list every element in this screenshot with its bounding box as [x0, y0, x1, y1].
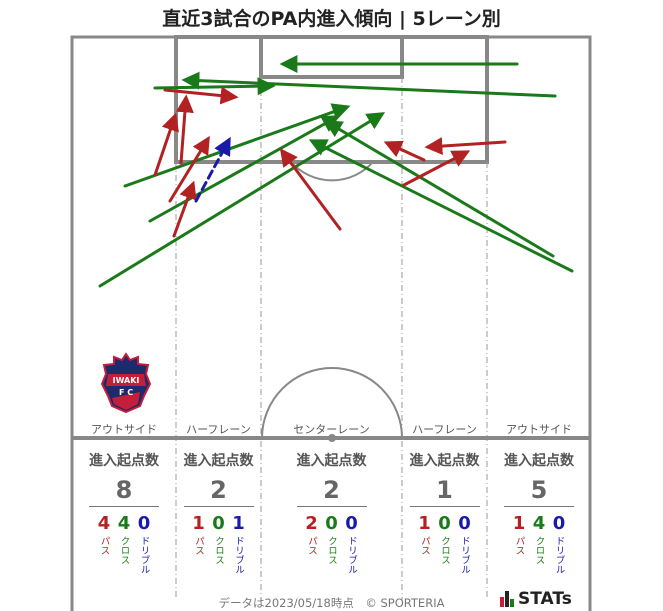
stat-header: 進入起点数 — [409, 453, 480, 469]
stat-total: 8 — [115, 476, 133, 504]
dribble-arrow — [194, 136, 231, 203]
cross-count: 0 — [438, 513, 451, 534]
pass-count: 1 — [512, 513, 526, 534]
dribble-label: ドリブル — [553, 536, 565, 574]
pass-label: パス — [306, 536, 317, 555]
footer-credit: データは2023/05/18時点 © SPORTERIA — [218, 596, 445, 610]
svg-text:IWAKI: IWAKI — [113, 376, 140, 385]
cross-arrow — [98, 112, 386, 288]
stat-column-right-outside: 進入起点数 5 1 パス 4 クロス 0 ドリブル — [487, 450, 591, 574]
cross-arrow — [323, 120, 555, 258]
pass-count: 1 — [192, 513, 205, 534]
stat-breakdown: 1 パス 4 クロス 0 ドリブル — [487, 513, 591, 574]
pass-arrow — [172, 180, 197, 238]
cross-arrow — [153, 77, 276, 96]
center-circle — [261, 367, 403, 439]
center-spot — [328, 434, 336, 442]
stat-divider — [89, 506, 159, 507]
stat-divider — [409, 506, 480, 507]
stat-total: 2 — [323, 476, 340, 504]
svg-text:F C: F C — [119, 388, 133, 397]
pass-arrow — [402, 150, 471, 187]
lane-label-left-half: ハーフレーン — [186, 423, 251, 436]
dribble-count: 0 — [137, 513, 151, 534]
stat-breakdown: 2 パス 0 クロス 0 ドリブル — [261, 513, 402, 574]
dribble-label: ドリブル — [233, 536, 244, 574]
cross-count: 4 — [117, 513, 131, 534]
stats-brand: STATs — [500, 589, 572, 609]
stat-header: 進入起点数 — [296, 453, 367, 469]
stat-breakdown: 1 パス 0 クロス 0 ドリブル — [402, 513, 487, 574]
lane-label-center: センターレーン — [293, 423, 370, 436]
cross-arrow — [123, 103, 351, 188]
pass-arrow — [424, 137, 507, 156]
entry-arrows — [98, 55, 574, 288]
stat-total: 1 — [436, 476, 453, 504]
stat-breakdown: 1 パス 0 クロス 1 ドリブル — [176, 513, 261, 574]
lane-label-left-outside: アウトサイド — [91, 423, 157, 436]
stat-divider — [504, 506, 574, 507]
pass-arrow — [163, 86, 239, 105]
pass-label: パス — [98, 536, 110, 555]
cross-label: クロス — [213, 536, 224, 565]
dribble-label: ドリブル — [459, 536, 470, 574]
cross-label: クロス — [118, 536, 130, 565]
pass-arrow — [153, 112, 179, 177]
goal-area — [259, 35, 404, 79]
pass-arrow — [383, 140, 426, 162]
cross-label: クロス — [326, 536, 337, 565]
pass-arrow — [168, 135, 210, 203]
pass-arrow — [175, 94, 194, 165]
dribble-count: 1 — [232, 513, 245, 534]
pass-label: パス — [193, 536, 204, 555]
dribble-count: 0 — [458, 513, 471, 534]
cross-count: 0 — [212, 513, 225, 534]
stat-column-left-outside: 進入起点数 8 4 パス 4 クロス 0 ドリブル — [72, 450, 176, 574]
cross-arrow — [181, 71, 557, 98]
stat-header: 進入起点数 — [504, 453, 574, 469]
cross-label: クロス — [533, 536, 545, 565]
pass-arrow — [279, 148, 342, 231]
stat-divider — [296, 506, 367, 507]
iwaki-fc-logo-icon: IWAKI F C — [100, 352, 152, 414]
stats-logo-icon — [500, 591, 514, 607]
stat-header: 進入起点数 — [183, 453, 254, 469]
stat-breakdown: 4 パス 4 クロス 0 ドリブル — [72, 513, 176, 574]
cross-count: 0 — [325, 513, 338, 534]
pass-count: 2 — [305, 513, 318, 534]
cross-arrow — [148, 115, 341, 223]
stat-divider — [183, 506, 254, 507]
pass-label: パス — [513, 536, 525, 555]
cross-label: クロス — [439, 536, 450, 565]
page-title: 直近3試合のPA内進入傾向 | 5レーン別 — [162, 8, 501, 30]
lane-label-right-half: ハーフレーン — [412, 423, 477, 436]
pass-count: 4 — [97, 513, 111, 534]
lane-label-right-outside: アウトサイド — [506, 423, 572, 436]
dribble-label: ドリブル — [138, 536, 150, 574]
stat-total: 5 — [530, 476, 548, 504]
stat-column-center: 進入起点数 2 2 パス 0 クロス 0 ドリブル — [261, 450, 402, 574]
stat-column-right-half: 進入起点数 1 1 パス 0 クロス 0 ドリブル — [402, 450, 487, 574]
pass-count: 1 — [418, 513, 431, 534]
brand-name: STATs — [518, 589, 572, 609]
stat-column-left-half: 進入起点数 2 1 パス 0 クロス 1 ドリブル — [176, 450, 261, 574]
pass-label: パス — [419, 536, 430, 555]
cross-arrow — [308, 139, 574, 273]
cross-count: 4 — [532, 513, 546, 534]
dribble-count: 0 — [345, 513, 358, 534]
dribble-label: ドリブル — [346, 536, 357, 574]
stat-total: 2 — [210, 476, 227, 504]
dribble-count: 0 — [552, 513, 566, 534]
stat-header: 進入起点数 — [89, 453, 159, 469]
penalty-arc — [290, 161, 374, 182]
